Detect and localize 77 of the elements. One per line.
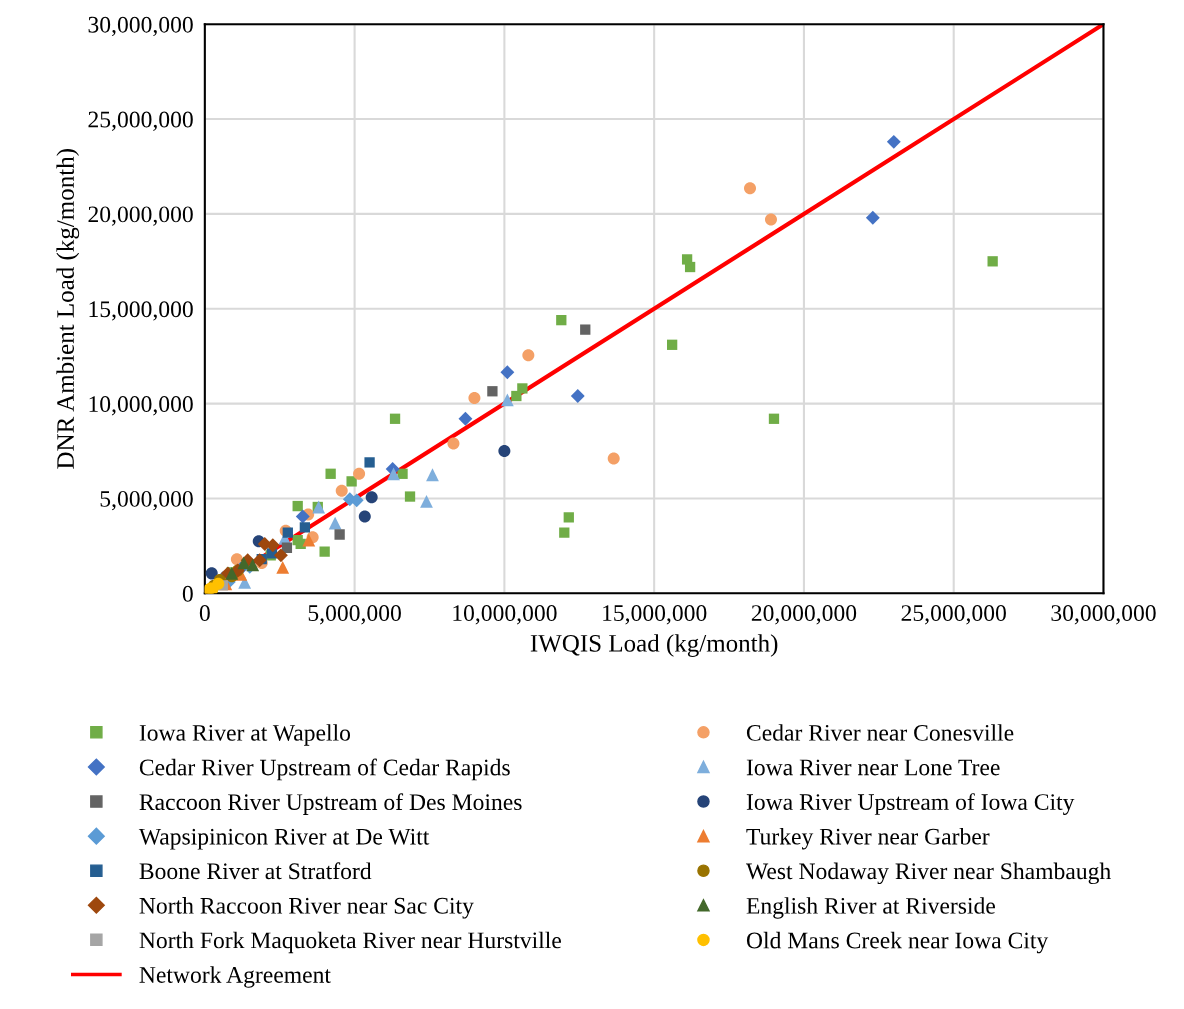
y-tick-label: 0 xyxy=(182,585,193,602)
point xyxy=(987,256,998,267)
y-tick-label: 20,000,000 xyxy=(88,206,193,226)
legend-label: North Fork Maquoketa River near Hurstville xyxy=(139,931,561,954)
point xyxy=(487,386,498,397)
legend-label: Old Mans Creek near Iowa City xyxy=(746,931,1049,954)
point xyxy=(292,500,303,512)
point xyxy=(273,548,288,563)
x-tick-label: 30,000,000 xyxy=(1051,605,1156,625)
point xyxy=(295,509,310,524)
point xyxy=(299,522,311,533)
legend-label: Cedar River Upstream of Cedar Rapids xyxy=(139,758,510,781)
point xyxy=(500,365,515,380)
point xyxy=(580,324,591,335)
point xyxy=(358,510,371,523)
point xyxy=(353,467,366,480)
x-tick-label: 15,000,000 xyxy=(603,605,707,625)
x-tick-label: 5,000,000 xyxy=(308,605,401,625)
point xyxy=(276,560,290,574)
point xyxy=(387,467,400,481)
point xyxy=(764,213,777,226)
point xyxy=(335,484,348,497)
point xyxy=(334,529,345,540)
point xyxy=(886,134,901,149)
point xyxy=(447,437,460,450)
point xyxy=(500,393,514,407)
x-tick-label: 20,000,000 xyxy=(751,605,857,625)
legend-label: Cedar River near Conesville xyxy=(746,724,1014,741)
legend-label: North Raccoon River near Sac City xyxy=(139,897,474,919)
x-axis-title: IWQIS Load (kg/month) xyxy=(530,634,778,657)
point xyxy=(302,533,316,547)
y-tick-label: 25,000,000 xyxy=(88,111,193,131)
point xyxy=(768,413,780,424)
point xyxy=(684,261,696,273)
point xyxy=(420,494,433,508)
y-axis-title: DNR Ambient Load (kg/month) xyxy=(56,149,80,469)
point xyxy=(397,468,408,479)
legend-label: Iowa River Upstream of Iowa City xyxy=(746,793,1075,815)
y-tick-label: 30,000,000 xyxy=(88,16,193,37)
legend-label: Turkey River near Garber xyxy=(746,828,990,850)
point xyxy=(666,339,678,350)
point xyxy=(389,413,401,424)
point xyxy=(556,314,567,326)
legend-label: English River at Riverside xyxy=(746,897,995,919)
point xyxy=(365,491,378,504)
legend-label: Network Agreement xyxy=(139,966,331,988)
point xyxy=(517,383,528,394)
point xyxy=(364,457,375,468)
legend-label: Iowa River at Wapello xyxy=(139,724,351,746)
point xyxy=(458,411,473,426)
point xyxy=(522,349,535,362)
x-tick-label: 25,000,000 xyxy=(901,605,1006,625)
point xyxy=(498,445,511,458)
point xyxy=(404,491,416,502)
y-tick-label: 10,000,000 xyxy=(89,396,193,416)
point xyxy=(325,468,336,479)
point xyxy=(865,210,880,225)
legend-label: Boone River at Stratford xyxy=(139,862,372,880)
legend-label: West Nodaway River near Shambaugh xyxy=(745,862,1111,885)
point xyxy=(570,389,585,403)
legend-label: Iowa River near Lone Tree xyxy=(746,759,1000,776)
point xyxy=(328,516,342,530)
x-tick-label: 10,000,000 xyxy=(453,605,557,625)
point xyxy=(744,182,757,195)
point xyxy=(205,567,218,580)
point xyxy=(563,512,574,523)
point xyxy=(426,468,439,482)
point xyxy=(468,391,481,404)
legend-label: Raccoon River Upstream of Des Moines xyxy=(139,793,522,815)
point xyxy=(607,452,620,465)
y-tick-label: 15,000,000 xyxy=(89,301,193,321)
x-tick-label: 0 xyxy=(199,605,210,622)
point xyxy=(559,527,570,538)
legend-label: Wapsipinicon River at De Witt xyxy=(138,828,430,850)
y-tick-label: 5,000,000 xyxy=(100,490,193,511)
point xyxy=(319,546,330,557)
point xyxy=(346,476,357,487)
